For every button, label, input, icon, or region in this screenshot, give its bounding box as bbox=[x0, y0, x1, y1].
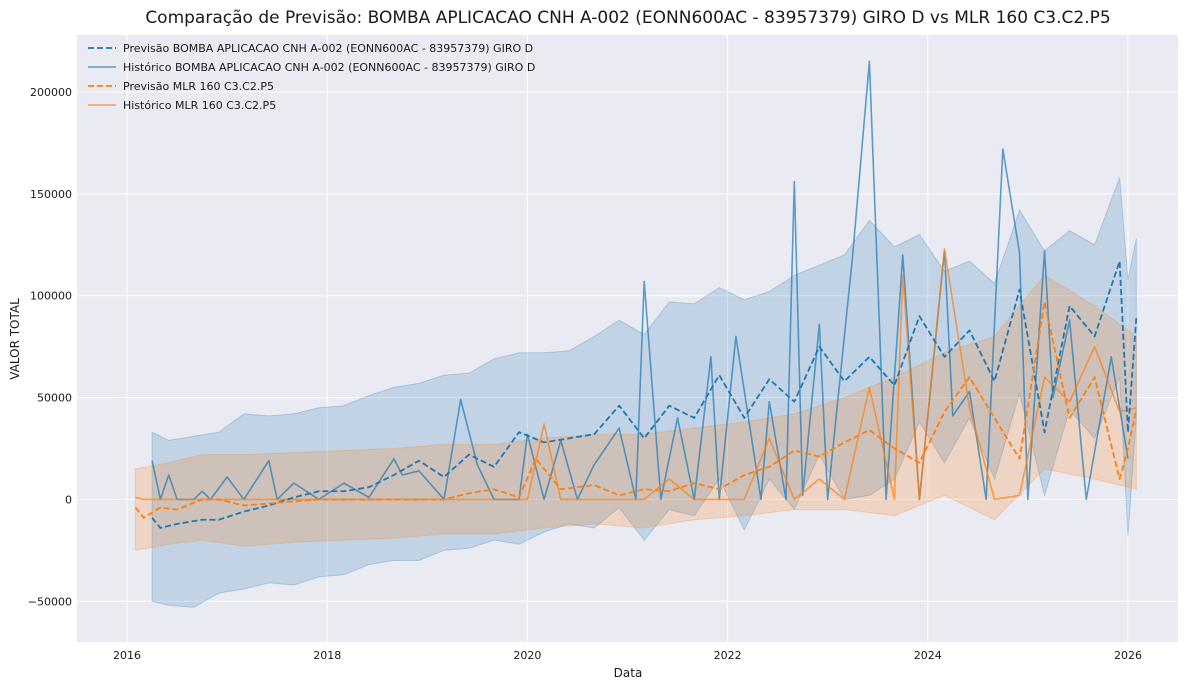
x-tick-label: 2024 bbox=[914, 649, 942, 662]
series-lines bbox=[134, 60, 1138, 529]
y-tick-label: 200000 bbox=[30, 86, 72, 99]
y-axis-label: VALOR TOTAL bbox=[8, 298, 22, 380]
forecast-line-b bbox=[134, 300, 1138, 519]
x-tick-label: 2022 bbox=[714, 649, 742, 662]
legend-label: Histórico MLR 160 C3.C2.P5 bbox=[123, 99, 276, 112]
x-tick-label: 2018 bbox=[313, 649, 341, 662]
legend-label: Previsão BOMBA APLICACAO CNH A-002 (EONN… bbox=[123, 42, 533, 55]
y-tick-label: 150000 bbox=[30, 188, 72, 201]
y-tick-label: 0 bbox=[65, 493, 72, 506]
x-tick-label: 2026 bbox=[1114, 649, 1142, 662]
x-tick-label: 2020 bbox=[513, 649, 541, 662]
y-axis-ticks: −50000 0 50000 100000 150000 200000 bbox=[28, 86, 72, 608]
history-line-a bbox=[151, 60, 1129, 501]
legend: Previsão BOMBA APLICACAO CNH A-002 (EONN… bbox=[88, 42, 535, 112]
chart-title: Comparação de Previsão: BOMBA APLICACAO … bbox=[145, 8, 1110, 28]
history-line-b bbox=[135, 248, 1137, 501]
legend-label: Previsão MLR 160 C3.C2.P5 bbox=[123, 80, 274, 93]
legend-label: Histórico BOMBA APLICACAO CNH A-002 (EON… bbox=[123, 61, 535, 74]
x-axis-label: Data bbox=[614, 666, 643, 680]
y-tick-label: 50000 bbox=[37, 392, 72, 405]
x-tick-label: 2016 bbox=[113, 649, 141, 662]
x-axis-ticks: 2016 2018 2020 2022 2024 2026 bbox=[113, 649, 1142, 662]
y-tick-label: 100000 bbox=[30, 290, 72, 303]
y-tick-label: −50000 bbox=[28, 595, 72, 608]
